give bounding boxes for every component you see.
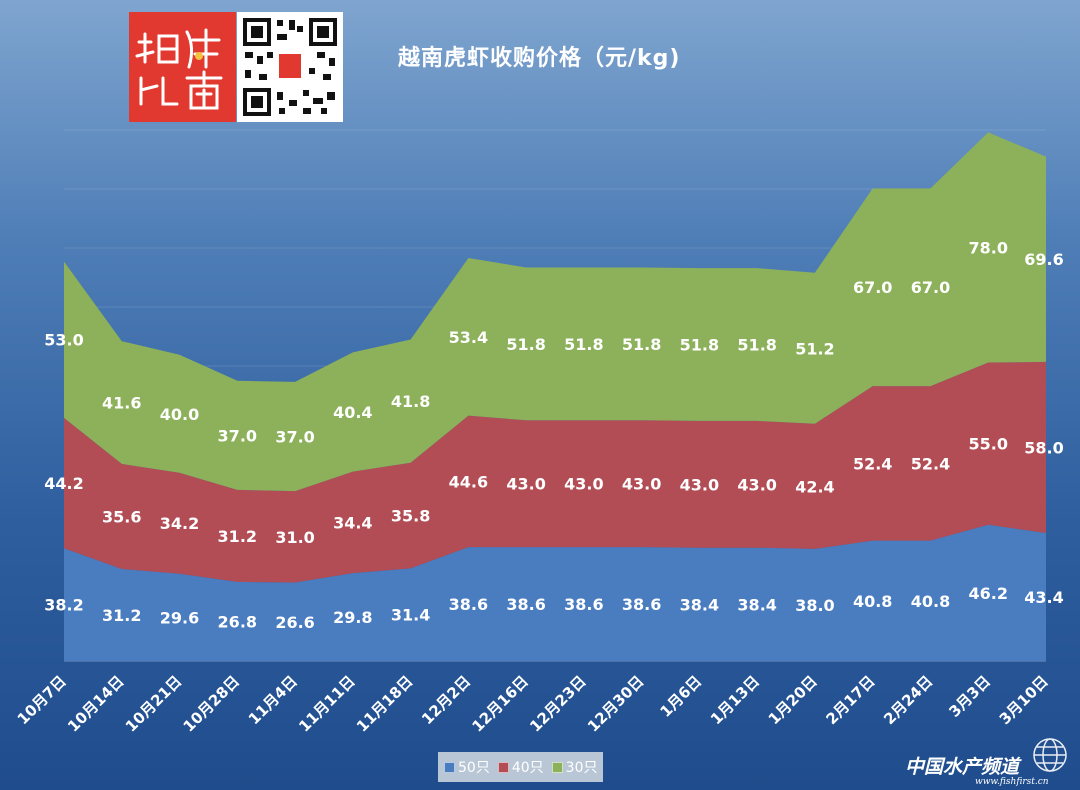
data-label: 31.2	[102, 606, 141, 625]
series-area-30只	[64, 132, 1046, 492]
data-label: 40.4	[333, 403, 372, 422]
data-label: 44.2	[44, 474, 83, 493]
data-label: 51.8	[737, 335, 776, 354]
x-tick-label: 3月10日	[996, 672, 1052, 728]
legend-item-30: 30只	[551, 757, 598, 777]
data-label: 38.0	[795, 596, 834, 615]
data-label: 38.4	[680, 595, 719, 614]
watermark-text: 中国水产频道	[905, 756, 1020, 778]
x-tick-label: 11月4日	[245, 672, 301, 728]
data-label: 37.0	[275, 428, 314, 447]
x-tick-label: 12月2日	[418, 672, 474, 728]
data-label: 43.0	[680, 475, 719, 494]
data-label: 51.2	[795, 339, 834, 358]
chart-title: 越南虎虾收购价格（元/kg)	[398, 46, 681, 71]
data-label: 78.0	[968, 238, 1007, 257]
x-tick-label: 10月28日	[180, 672, 243, 735]
data-label: 38.6	[564, 595, 603, 614]
data-label: 43.0	[737, 475, 776, 494]
data-label: 53.4	[449, 328, 488, 347]
legend-swatch-40	[497, 761, 509, 773]
data-label: 58.0	[1024, 438, 1063, 457]
legend-label-50: 50只	[458, 760, 490, 776]
x-tick-label: 3月3日	[945, 672, 994, 721]
data-label: 69.6	[1024, 250, 1063, 269]
data-label: 26.6	[275, 613, 314, 632]
legend-swatch-50	[444, 761, 455, 773]
data-label: 29.6	[160, 608, 199, 627]
x-tick-label: 11月11日	[295, 672, 358, 735]
data-label: 51.8	[506, 335, 545, 354]
series-area-40只	[64, 361, 1046, 583]
x-tick-label: 12月23日	[526, 672, 589, 735]
data-label: 41.6	[102, 394, 141, 413]
data-label: 44.6	[449, 472, 488, 491]
data-label: 38.4	[737, 595, 776, 614]
data-label: 31.4	[391, 606, 430, 625]
watermark-url: www.fishfirst.cn	[975, 777, 1049, 787]
data-label: 26.8	[218, 612, 257, 631]
x-tick-label: 12月16日	[468, 672, 531, 735]
series-area-50只	[64, 524, 1046, 661]
data-label: 31.0	[275, 528, 314, 547]
legend-item-40: 40只	[497, 757, 544, 777]
data-label: 34.4	[333, 513, 372, 532]
data-label: 35.8	[391, 507, 430, 526]
chart-legend: 50只 40只 30只	[438, 752, 604, 782]
x-tick-label: 12月30日	[584, 672, 647, 735]
data-label: 38.6	[449, 595, 488, 614]
data-label: 29.8	[333, 608, 372, 627]
x-tick-label: 1月20日	[765, 672, 821, 728]
data-label: 43.0	[506, 475, 545, 494]
legend-item-50: 50只	[444, 757, 490, 777]
data-label: 43.0	[622, 475, 661, 494]
data-label: 43.0	[564, 475, 603, 494]
qr-code	[237, 12, 343, 122]
data-label: 40.0	[160, 405, 199, 424]
legend-label-30: 30只	[565, 760, 598, 776]
brand-logo	[129, 12, 236, 122]
x-tick-label: 10月21日	[122, 672, 185, 735]
data-label: 67.0	[853, 278, 892, 297]
x-tick-label: 2月17日	[822, 672, 878, 728]
legend-label-40: 40只	[511, 760, 544, 776]
x-tick-label: 1月13日	[707, 672, 763, 728]
data-label: 38.2	[44, 596, 83, 615]
data-label: 40.8	[853, 592, 892, 611]
x-tick-label: 1月6日	[657, 672, 706, 721]
legend-swatch-30	[551, 761, 563, 773]
x-tick-label: 10月7日	[14, 672, 70, 728]
data-label: 46.2	[968, 584, 1007, 603]
globe-icon	[1033, 738, 1067, 772]
data-label: 51.8	[680, 335, 719, 354]
x-tick-label: 11月18日	[353, 672, 416, 735]
data-label: 51.8	[564, 335, 603, 354]
data-label: 67.0	[911, 278, 950, 297]
data-label: 52.4	[911, 454, 950, 473]
data-label: 34.2	[160, 514, 199, 533]
data-label: 43.4	[1024, 588, 1063, 607]
data-label: 35.6	[102, 507, 141, 526]
data-label: 55.0	[968, 435, 1007, 454]
data-label: 40.8	[911, 592, 950, 611]
data-label: 31.2	[218, 527, 257, 546]
data-label: 41.8	[391, 392, 430, 411]
data-label: 37.0	[218, 426, 257, 445]
x-tick-label: 10月14日	[64, 672, 127, 735]
data-label: 42.4	[795, 477, 834, 496]
x-tick-label: 2月24日	[880, 672, 936, 728]
data-label: 53.0	[44, 331, 83, 350]
data-label: 51.8	[622, 335, 661, 354]
data-label: 38.6	[622, 595, 661, 614]
data-label: 38.6	[506, 595, 545, 614]
data-label: 52.4	[853, 454, 892, 473]
